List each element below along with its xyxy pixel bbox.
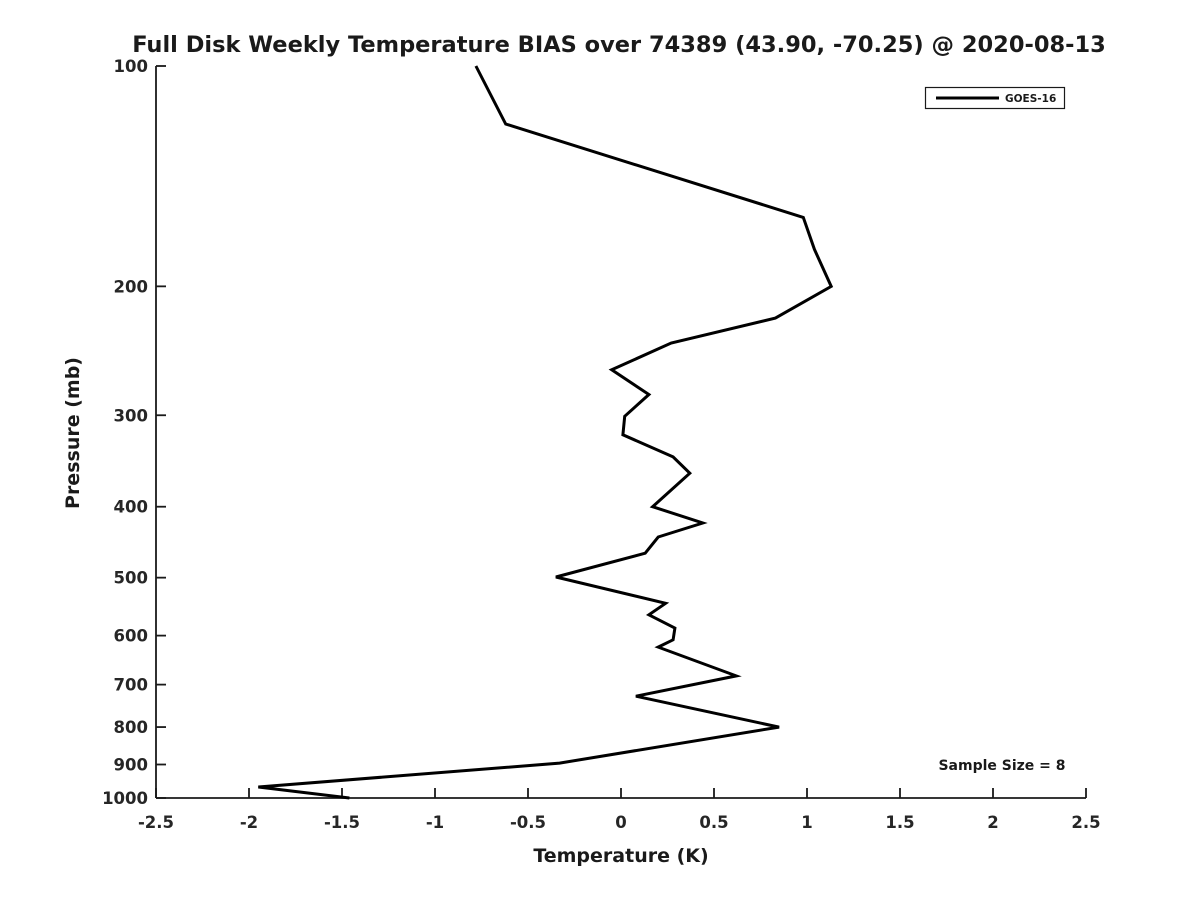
y-tick-label: 300 [114,406,148,425]
y-tick-label: 1000 [102,789,148,808]
y-axis-ticks: 100 200 300 400 500 600 700 800 900 1000 [102,57,166,808]
x-tick-label: 2 [987,813,998,832]
y-tick-label: 800 [114,718,148,737]
x-tick-label: -1.5 [324,813,360,832]
x-tick-label: 1.5 [885,813,914,832]
series-line-goes16 [258,65,834,800]
x-axis-label: Temperature (K) [533,845,708,867]
x-tick-label: 0.5 [699,813,728,832]
x-tick-label: 1 [801,813,812,832]
x-tick-label: 0 [615,813,626,832]
y-tick-label: 100 [114,57,148,76]
chart-title: Full Disk Weekly Temperature BIAS over 7… [132,32,1106,58]
legend: GOES-16 [924,86,1066,110]
y-axis-label: Pressure (mb) [62,357,84,509]
legend-entry-goes16: GOES-16 [1005,93,1056,105]
x-tick-label: 2.5 [1071,813,1100,832]
x-tick-label: -2.5 [138,813,174,832]
y-tick-label: 600 [114,627,148,646]
x-tick-label: -0.5 [510,813,546,832]
y-tick-label: 900 [114,756,148,775]
x-axis-ticks: -2.5 -2 -1.5 -1 -0.5 0 0.5 1 1.5 2 2.5 [138,788,1101,832]
y-tick-label: 500 [114,569,148,588]
y-tick-label: 400 [114,498,148,517]
x-tick-label: -1 [426,813,444,832]
x-tick-label: -2 [240,813,258,832]
sample-size-annotation: Sample Size = 8 [938,758,1065,774]
y-tick-label: 200 [114,277,148,296]
y-tick-label: 700 [114,676,148,695]
